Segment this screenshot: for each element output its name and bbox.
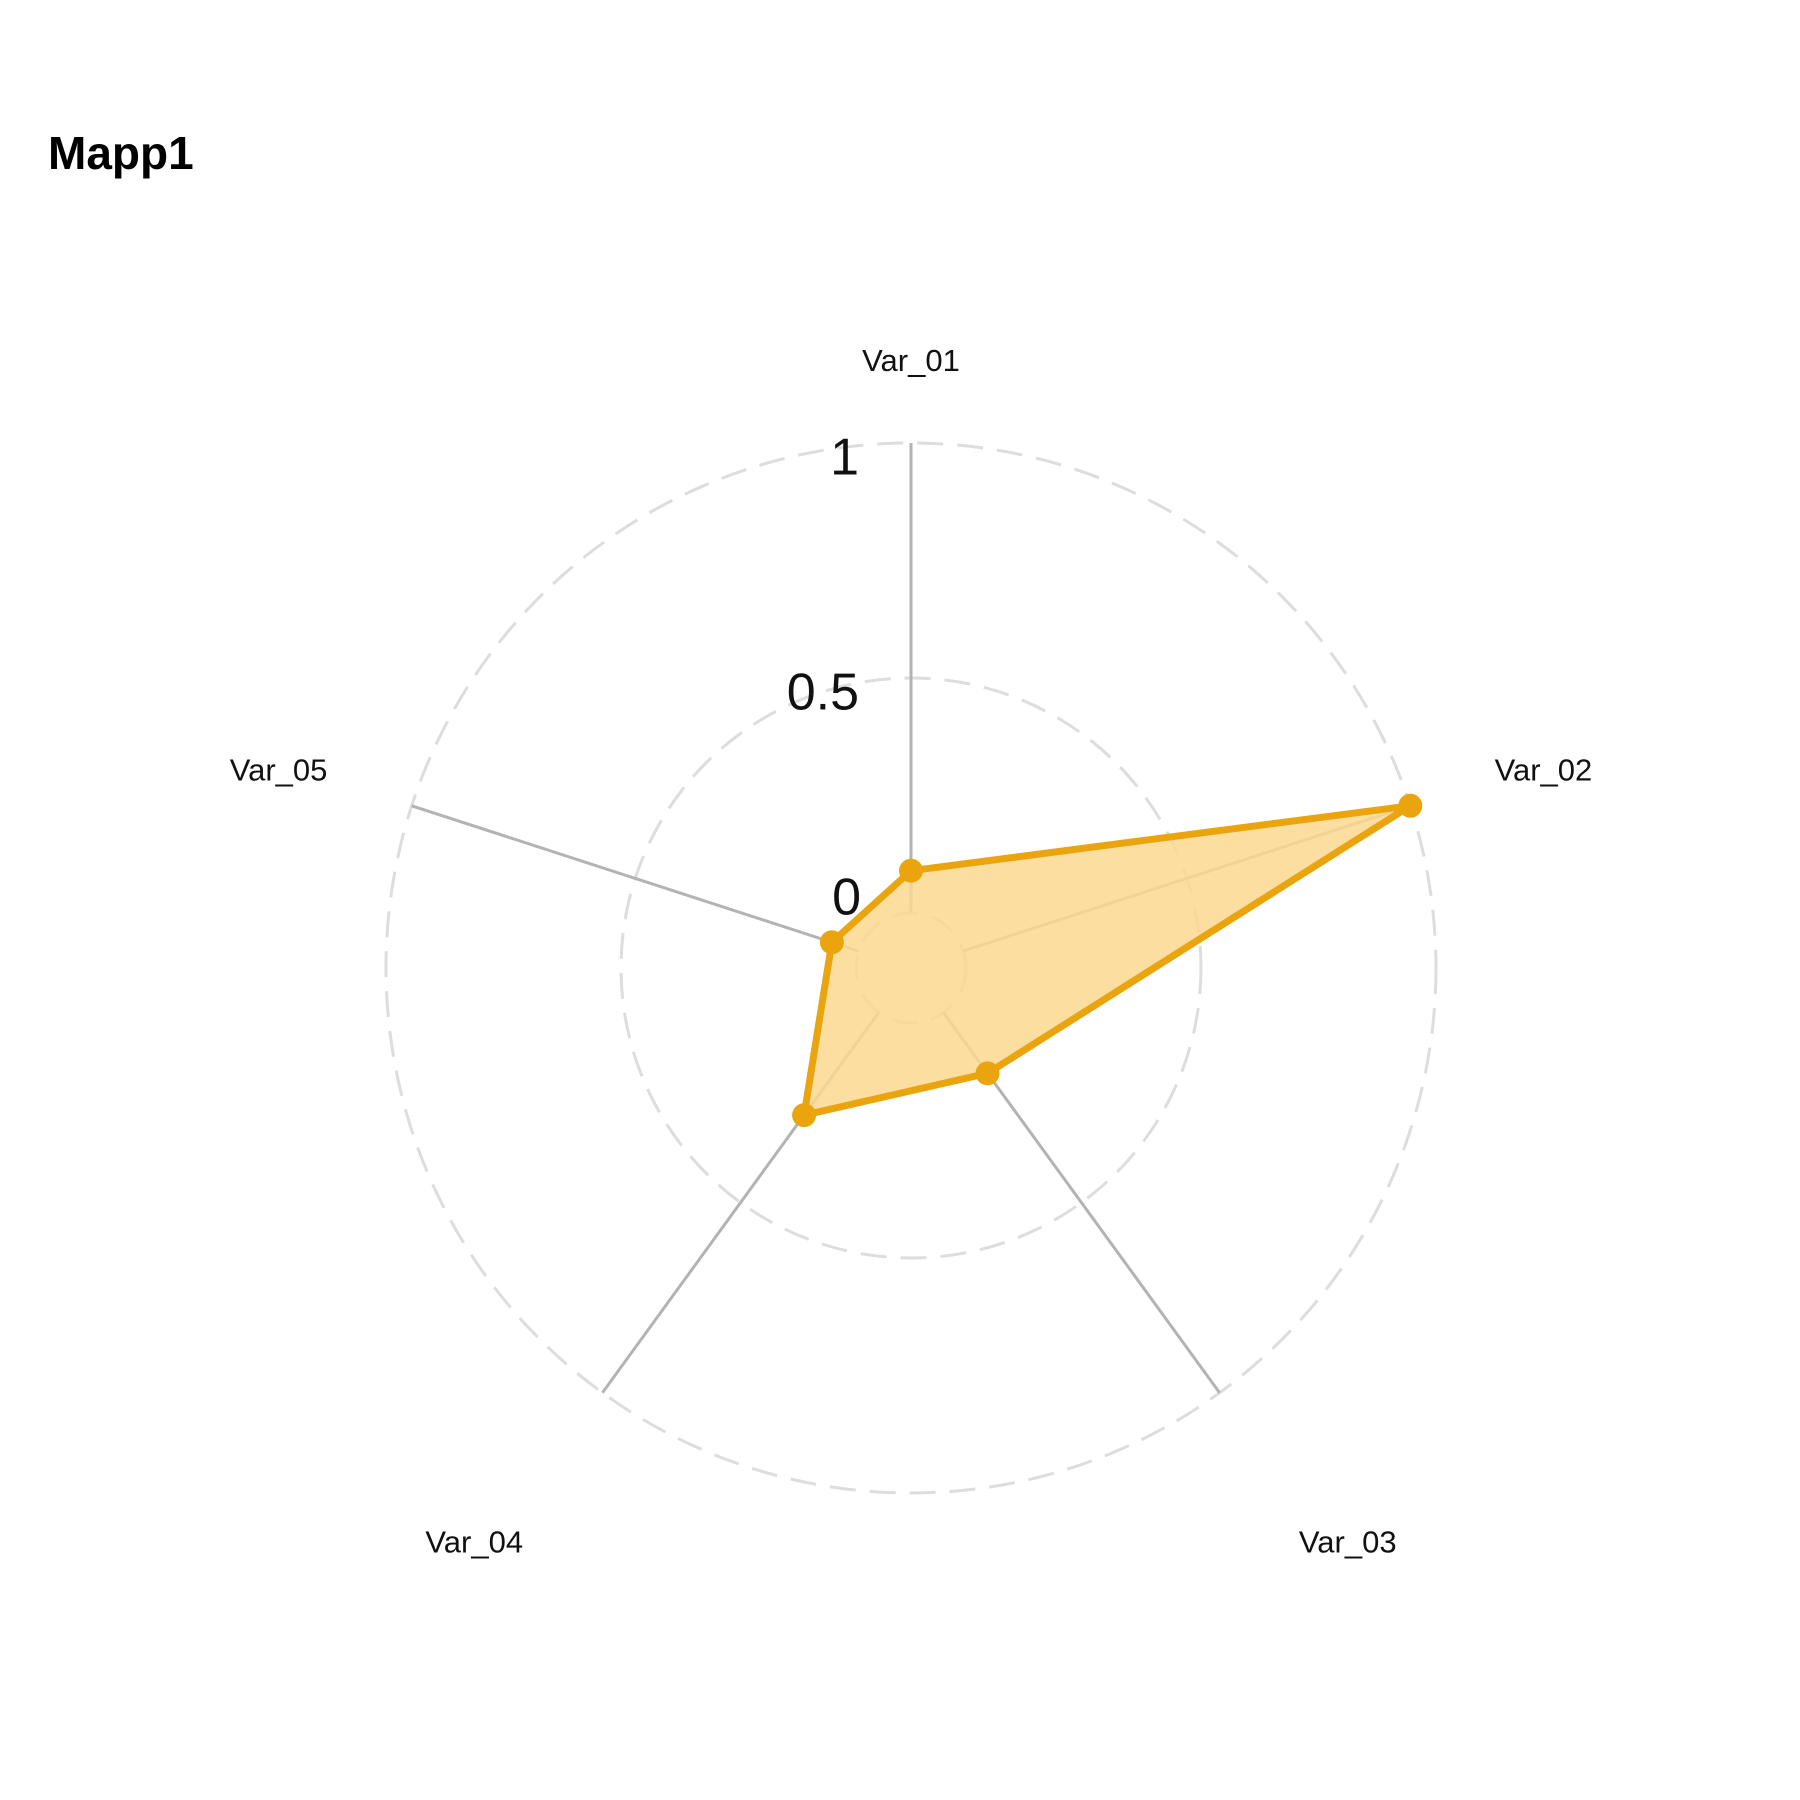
data-point-var-04	[792, 1103, 817, 1128]
data-point-var-02	[1398, 793, 1423, 818]
series-line	[800, 802, 1414, 1119]
data-point-var-05	[819, 930, 844, 955]
axis-label-var-04: Var_04	[425, 1524, 523, 1559]
series-layer	[792, 793, 1423, 1128]
chart-title: Mapp1	[48, 127, 194, 179]
series-area	[804, 805, 1411, 1116]
axis-label-var-01: Var_01	[862, 343, 960, 378]
axis-label-var-05: Var_05	[230, 753, 328, 788]
data-point-var-03	[975, 1061, 1000, 1086]
data-point-var-01	[899, 858, 923, 883]
axis-label-var-02: Var_02	[1495, 753, 1593, 788]
grid-label-2: 1	[830, 429, 859, 487]
label-layer: Var_01 Var_02 Var_03 Var_04 Var_05 0 0.5 1	[230, 343, 1593, 1559]
grid-circle-2	[384, 441, 1438, 1495]
grid-label-0: 0	[832, 869, 861, 927]
axis-line-var-05	[411, 804, 860, 953]
grid-label-1: 0.5	[787, 664, 859, 722]
axis-label-var-03: Var_03	[1299, 1524, 1397, 1559]
